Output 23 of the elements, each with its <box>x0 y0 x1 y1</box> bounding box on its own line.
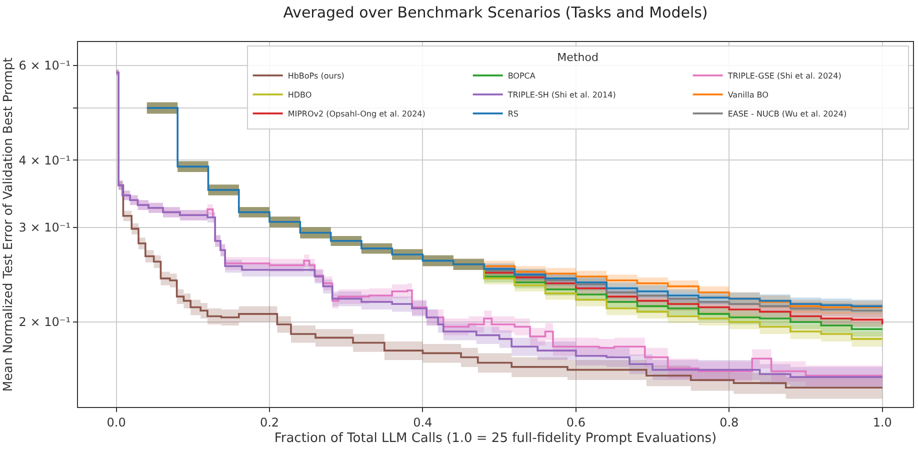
legend-label: BOPCA <box>508 72 536 81</box>
x-tick-label: 0.6 <box>566 416 586 430</box>
x-tick-label: 1.0 <box>872 416 892 430</box>
legend-label: TRIPLE-SH (Shi et al. 2014) <box>506 90 616 100</box>
y-tick-label: 3 × 10⁻¹ <box>18 220 71 234</box>
y-tick-label: 2 × 10⁻¹ <box>18 315 71 330</box>
legend-title: Method <box>557 50 598 64</box>
legend-label: MIPROv2 (Opsahl-Ong et al. 2024) <box>288 110 426 119</box>
x-tick-label: 0.4 <box>413 416 432 430</box>
legend-label: HbBoPs (ours) <box>288 72 344 81</box>
legend-label: EASE - NUCB (Wu et al. 2024) <box>728 110 847 119</box>
x-tick-label: 0.2 <box>260 416 280 430</box>
chart-title: Averaged over Benchmark Scenarios (Tasks and Models) <box>283 3 708 22</box>
y-tick-label: 6 × 10⁻¹ <box>18 58 71 73</box>
x-tick-label: 0.8 <box>720 416 739 430</box>
legend-label: TRIPLE-GSE (Shi et al. 2024) <box>726 72 842 81</box>
y-tick-label: 4 × 10⁻¹ <box>18 153 71 168</box>
y-axis-title: Mean Normalized Test Error of Validation Best Prompt <box>0 57 15 392</box>
legend-label: Vanilla BO <box>728 90 768 100</box>
legend-label: RS <box>508 110 518 119</box>
x-tick-label: 0.0 <box>106 416 126 430</box>
legend-label: HDBO <box>288 90 312 100</box>
x-axis-title: Fraction of Total LLM Calls (1.0 = 25 full-fidelity Prompt Evaluations) <box>274 431 717 446</box>
